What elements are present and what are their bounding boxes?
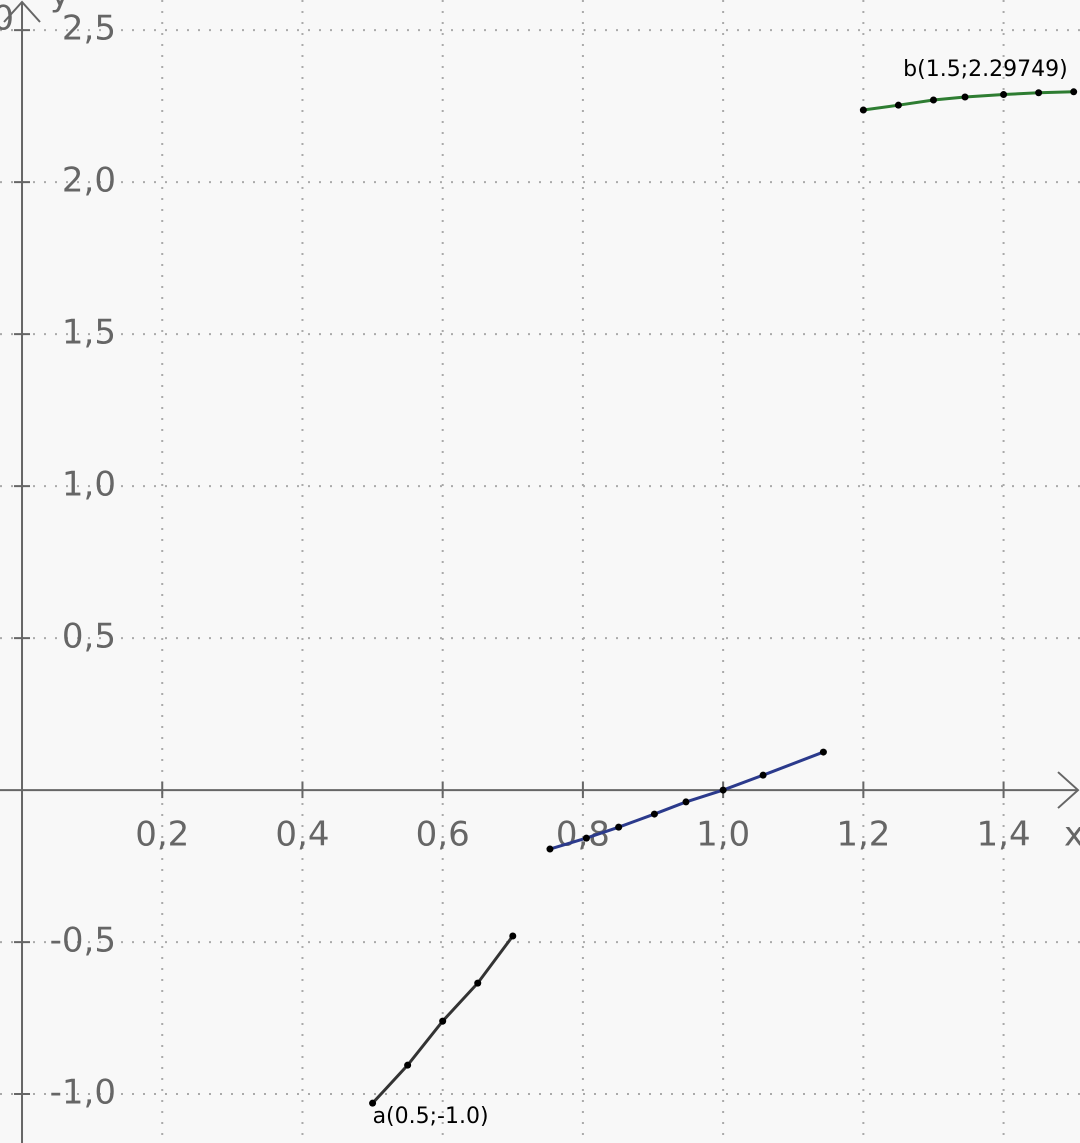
point [929,96,937,104]
point [650,810,658,818]
point [509,932,517,940]
point-label: a(0.5;-1.0) [373,1104,489,1129]
point [439,1017,447,1025]
point [819,748,827,756]
y-tick-label: 1,5 [62,313,116,353]
point [369,1099,377,1107]
point [1000,91,1008,99]
point [1070,88,1078,96]
point [474,979,482,987]
x-tick-label: 1,2 [836,815,890,855]
y-tick-label: 0,5 [62,617,116,657]
x-tick-label: 0,6 [416,815,470,855]
point [859,106,867,114]
origin-label: 0 [0,0,14,39]
y-tick-label: -1,0 [50,1073,116,1113]
point [961,93,969,101]
y-tick-label: -0,5 [50,921,116,961]
y-axis-label: y [50,0,70,15]
point [719,786,727,794]
y-tick-label: 2,5 [62,9,116,49]
point [546,845,554,853]
x-tick-label: 1,4 [977,815,1031,855]
point [582,834,590,842]
point [682,798,690,806]
point-label: b(1.5;2.29749) [903,57,1068,82]
x-tick-label: 0,8 [556,815,610,855]
point [404,1061,412,1069]
x-tick-label: 0,2 [135,815,189,855]
y-arrow [3,0,41,23]
curve [549,750,824,851]
point [615,823,623,831]
point [1035,89,1043,97]
y-tick-label: 1,0 [62,465,116,505]
point [894,101,902,109]
y-tick-label: 2,0 [62,161,116,201]
x-tick-label: 0,4 [275,815,329,855]
x-axis-label: x [1064,815,1080,855]
x-arrow [1057,771,1080,809]
curve [863,90,1074,112]
point [759,771,767,779]
x-tick-label: 1,0 [696,815,750,855]
